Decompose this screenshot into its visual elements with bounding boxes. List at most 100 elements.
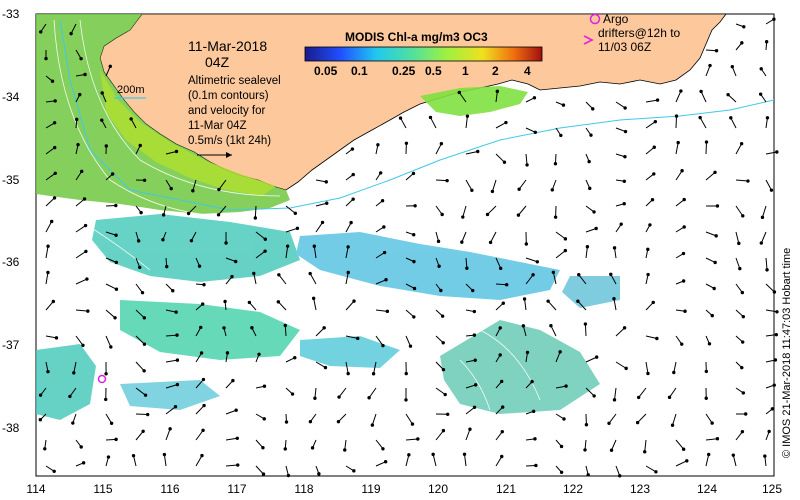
velocity-arrowhead [217, 187, 221, 192]
sealevel-contours [43, 19, 541, 411]
velocity-arrowhead [431, 452, 435, 457]
velocity-arrowhead [142, 178, 147, 183]
velocity-arrowhead [500, 379, 504, 384]
velocity-arrow [375, 309, 388, 312]
velocity-arrow [435, 387, 446, 395]
velocity-arrowhead [440, 314, 445, 318]
velocity-arrowhead [531, 409, 536, 414]
velocity-arrow [255, 250, 266, 259]
velocity-arrowhead [261, 446, 265, 450]
velocity-arrowhead [680, 342, 684, 346]
velocity-arrowhead [81, 343, 85, 347]
velocity-arrowhead [161, 237, 165, 242]
velocity-arrowhead [382, 250, 387, 255]
velocity-arrowhead [524, 242, 529, 246]
colorbar-title: MODIS Chl-a mg/m3 OC3 [345, 30, 488, 44]
velocity-arrowhead [247, 300, 252, 305]
velocity-arrowhead [652, 145, 656, 149]
map-time: 04Z [205, 54, 230, 70]
velocity-arrowhead [470, 188, 474, 192]
velocity-arrowhead [324, 180, 328, 184]
velocity-arrowhead [624, 366, 628, 371]
velocity-arrow [345, 246, 349, 259]
velocity-arrowhead [263, 249, 267, 253]
velocity-arrow [195, 405, 205, 415]
velocity-arrowhead [550, 188, 554, 192]
velocity-arrowhead [765, 116, 770, 120]
velocity-arrow [761, 205, 767, 218]
velocity-arrowhead [231, 378, 235, 383]
velocity-arrowhead [381, 447, 385, 451]
velocity-arrowhead [383, 460, 388, 464]
velocity-arrow [673, 361, 677, 373]
velocity-arrowhead [460, 240, 464, 244]
velocity-arrowhead [53, 99, 57, 103]
velocity-arrow [495, 257, 502, 269]
velocity-arrow [765, 257, 768, 270]
velocity-arrow [465, 257, 468, 269]
velocity-arrow [254, 205, 257, 218]
velocity-arrow [375, 461, 386, 467]
velocity-arrow [645, 121, 656, 129]
velocity-arrowhead [707, 342, 712, 346]
velocity-arrow [644, 439, 647, 452]
velocity-arrowhead [576, 299, 580, 303]
colorbar-tick-label: 0.05 [314, 64, 338, 78]
velocity-arrowhead [498, 326, 502, 330]
velocity-arrow [435, 361, 444, 371]
velocity-arrowhead [517, 187, 521, 191]
velocity-arrow [638, 387, 647, 398]
velocity-arrowhead [384, 278, 388, 282]
velocity-arrowhead [730, 64, 735, 69]
velocity-arrowhead [587, 159, 591, 164]
velocity-arrowhead [563, 248, 568, 253]
velocity-arrowhead [525, 163, 529, 167]
velocity-arrowhead [501, 301, 505, 305]
velocity-arrow [462, 205, 467, 218]
velocity-arrow [284, 325, 287, 337]
velocity-arrowhead [583, 448, 587, 452]
velocity-arrowhead [381, 343, 385, 348]
velocity-arrow [105, 231, 117, 236]
velocity-arrow [705, 171, 716, 181]
velocity-arrowhead [38, 418, 43, 422]
velocity-arrow [165, 334, 178, 337]
velocity-arrowhead [612, 398, 617, 402]
velocity-arrowhead [131, 453, 136, 458]
velocity-arrow [495, 153, 505, 163]
velocity-arrow [373, 361, 377, 374]
velocity-arrowhead [346, 371, 350, 376]
velocity-arrow [435, 430, 444, 441]
velocity-arrowhead [441, 341, 445, 345]
velocity-arrowhead [370, 423, 375, 427]
velocity-arrowhead [234, 408, 238, 412]
velocity-arrowhead [81, 461, 86, 465]
velocity-arrowhead [343, 448, 347, 452]
velocity-arrowhead [286, 473, 291, 478]
velocity-arrowhead [311, 296, 316, 301]
velocity-arrow [613, 298, 617, 311]
velocity-arrowhead [670, 423, 675, 427]
velocity-arrow [285, 227, 298, 233]
velocity-arrowhead [46, 244, 50, 248]
velocity-arrow [735, 283, 743, 293]
argo-float-marker [97, 374, 107, 384]
velocity-arrowhead [525, 350, 530, 355]
velocity-arrow [491, 179, 497, 192]
velocity-arrowhead [404, 398, 408, 402]
x-tick-label: 115 [93, 482, 113, 496]
velocity-arrow [765, 179, 772, 191]
velocity-arrow [615, 327, 625, 337]
velocity-arrowhead [654, 470, 658, 474]
velocity-arrow [705, 231, 717, 237]
velocity-arrow [675, 199, 685, 207]
velocity-arrowhead [72, 371, 76, 375]
y-tick-label: -37 [2, 338, 20, 352]
velocity-arrowhead [714, 49, 719, 53]
velocity-arrowhead [356, 336, 360, 341]
velocity-arrowhead [44, 56, 48, 61]
velocity-arrowhead [109, 345, 113, 349]
velocity-arrow [255, 439, 264, 449]
velocity-arrowhead [201, 377, 206, 382]
velocity-arrowhead [104, 397, 108, 402]
